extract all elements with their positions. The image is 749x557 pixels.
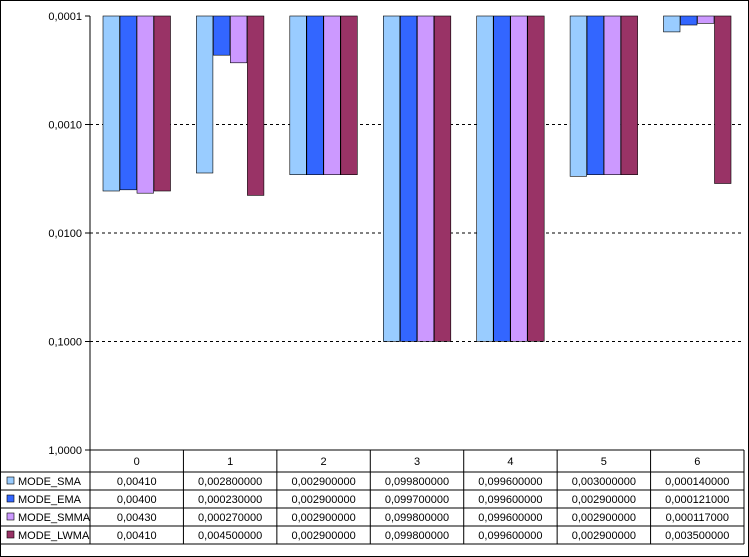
bar (382, 15, 401, 342)
data-value-label: 0,099600000 (478, 530, 542, 542)
bar (493, 15, 511, 342)
bar (603, 15, 621, 175)
bar (289, 15, 307, 175)
data-value-label: 0,00410 (117, 530, 157, 542)
data-value-label: 0,099600000 (478, 512, 542, 524)
bar (340, 15, 358, 175)
bar (476, 15, 494, 342)
data-value-label: 0,099700000 (385, 494, 449, 506)
bar (230, 15, 248, 64)
data-value-label: 0,004500000 (198, 530, 262, 542)
data-value-label: 0,00400 (117, 494, 157, 506)
data-value-label: 0,002900000 (291, 512, 355, 524)
bar (119, 15, 137, 191)
data-value-label: 0,002900000 (291, 530, 355, 542)
data-value-label: 0,002800000 (198, 476, 262, 488)
data-value-label: 0,002900000 (572, 530, 636, 542)
y-tick-label: 0,0010 (48, 120, 82, 132)
data-value-label: 0,002900000 (291, 494, 355, 506)
bar (153, 15, 171, 192)
bar (102, 15, 120, 192)
x-category-label: 0 (134, 456, 140, 468)
x-category-label: 4 (507, 456, 513, 468)
bar (323, 15, 341, 175)
bar (433, 15, 452, 342)
data-value-label: 0,099800000 (385, 530, 449, 542)
x-category-label: 2 (321, 456, 327, 468)
y-tick-label: 0,0100 (48, 228, 82, 240)
data-value-label: 0,003500000 (665, 530, 729, 542)
legend-swatch (6, 476, 15, 485)
bar (697, 15, 715, 24)
data-value-label: 0,099600000 (478, 494, 542, 506)
legend-swatch (6, 530, 15, 539)
bar (586, 15, 604, 175)
data-value-label: 0,000140000 (665, 476, 729, 488)
bar (510, 15, 528, 342)
bar (680, 15, 698, 26)
data-value-label: 0,002900000 (572, 494, 636, 506)
data-value-label: 0,000230000 (198, 494, 262, 506)
x-category-label: 1 (227, 456, 233, 468)
bar (213, 15, 231, 56)
data-value-label: 0,000117000 (666, 512, 729, 524)
data-value-label: 0,002900000 (572, 512, 636, 524)
bar (306, 15, 324, 175)
bar (620, 15, 638, 175)
x-category-label: 3 (414, 456, 420, 468)
data-value-label: 0,003000000 (572, 476, 636, 488)
data-value-label: 0,099800000 (385, 512, 449, 524)
data-value-label: 0,00410 (117, 476, 157, 488)
x-category-label: 6 (694, 456, 700, 468)
y-tick-label: 1,0000 (48, 445, 82, 457)
data-value-label: 0,000270000 (198, 512, 262, 524)
series-name: MODE_SMMA (18, 512, 91, 524)
bar (196, 15, 214, 174)
y-tick-label: 0,0001 (48, 11, 82, 23)
data-value-label: 0,099800000 (385, 476, 449, 488)
data-value-label: 0,002900000 (291, 476, 355, 488)
legend-swatch (6, 512, 15, 521)
series-name: MODE_EMA (18, 494, 82, 506)
x-category-label: 5 (601, 456, 607, 468)
legend-swatch (6, 494, 15, 503)
data-value-label: 0,099600000 (478, 476, 542, 488)
bar (247, 15, 265, 196)
bar (399, 15, 418, 342)
bar (527, 15, 545, 342)
series-name: MODE_SMA (18, 476, 82, 488)
bar (416, 15, 435, 342)
bar (714, 15, 732, 184)
bar (136, 15, 154, 194)
y-tick-label: 0,1000 (48, 337, 82, 349)
bar (569, 15, 587, 177)
data-value-label: 0,000121000 (665, 494, 729, 506)
series-name: MODE_LWMA (18, 530, 90, 542)
bar (663, 15, 681, 33)
data-value-label: 0,00430 (117, 512, 157, 524)
